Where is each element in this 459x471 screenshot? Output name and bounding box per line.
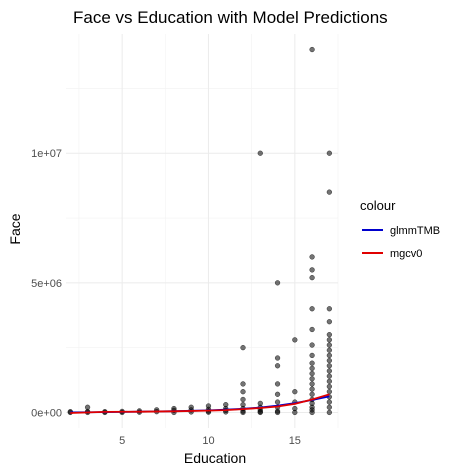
data-point	[309, 352, 315, 359]
x-axis-title: Education	[184, 450, 246, 466]
data-point	[309, 306, 315, 312]
data-point	[292, 389, 298, 395]
data-point	[326, 150, 333, 156]
data-point	[274, 381, 281, 387]
data-point	[274, 280, 281, 286]
data-point	[171, 405, 177, 412]
data-point	[188, 404, 194, 410]
data-point	[326, 404, 333, 410]
data-point	[326, 342, 333, 348]
data-point	[309, 365, 315, 372]
data-point	[309, 386, 315, 392]
data-point	[292, 337, 298, 343]
data-point	[309, 376, 315, 382]
data-point	[309, 342, 315, 348]
data-point	[309, 275, 315, 281]
data-point	[240, 389, 246, 395]
chart-title: Face vs Education with Model Predictions	[73, 8, 388, 27]
data-point	[240, 409, 246, 416]
x-tick-label: 15	[289, 435, 301, 447]
data-point	[326, 347, 333, 353]
y-tick-label: 0e+00	[31, 407, 62, 419]
legend: colour glmmTMB mgcv0	[360, 198, 440, 260]
data-point	[309, 409, 315, 416]
data-point	[309, 360, 315, 366]
gridlines	[66, 34, 339, 428]
data-point	[240, 396, 246, 403]
data-point	[205, 403, 212, 409]
data-point	[326, 306, 333, 312]
data-point	[326, 409, 333, 416]
y-tick-label: 1e+07	[31, 148, 62, 160]
data-point	[326, 337, 333, 343]
data-point	[274, 363, 281, 369]
data-point	[326, 389, 333, 395]
y-tick-label: 5e+06	[31, 278, 62, 290]
data-point	[274, 355, 281, 361]
data-point	[326, 373, 333, 379]
x-tick-label: 5	[119, 435, 125, 447]
data-point	[274, 391, 281, 397]
series-line-mgcv0	[70, 393, 330, 414]
legend-label-glmmTMB: glmmTMB	[390, 225, 440, 237]
data-point	[309, 46, 315, 53]
data-point	[309, 370, 315, 377]
data-point	[309, 391, 315, 397]
data-point	[326, 378, 333, 384]
data-point	[326, 357, 333, 364]
data-point	[309, 381, 315, 387]
y-axis-title: Face	[7, 213, 23, 244]
data-point	[274, 399, 281, 405]
x-tick-label: 10	[202, 435, 214, 447]
data-point	[326, 383, 333, 390]
tick-labels: 5 10 15 0e+00 5e+06 1e+07	[31, 148, 301, 447]
data-point	[309, 267, 315, 273]
legend-title: colour	[360, 198, 396, 213]
data-point	[257, 150, 263, 156]
data-point	[292, 409, 298, 416]
data-point	[240, 344, 246, 351]
data-point	[326, 368, 333, 374]
data-point	[257, 409, 263, 416]
legend-label-mgcv0: mgcv0	[390, 248, 422, 260]
data-point	[223, 402, 229, 408]
data-point	[326, 352, 333, 359]
data-point	[240, 381, 246, 387]
data-point	[326, 319, 333, 325]
data-point	[309, 326, 315, 333]
data-point	[326, 363, 333, 369]
model-lines	[70, 393, 330, 414]
data-point	[309, 254, 315, 260]
data-point	[326, 332, 333, 338]
scatter-points	[67, 46, 333, 416]
data-point	[326, 399, 333, 405]
data-point	[326, 189, 333, 195]
data-point	[274, 409, 281, 416]
